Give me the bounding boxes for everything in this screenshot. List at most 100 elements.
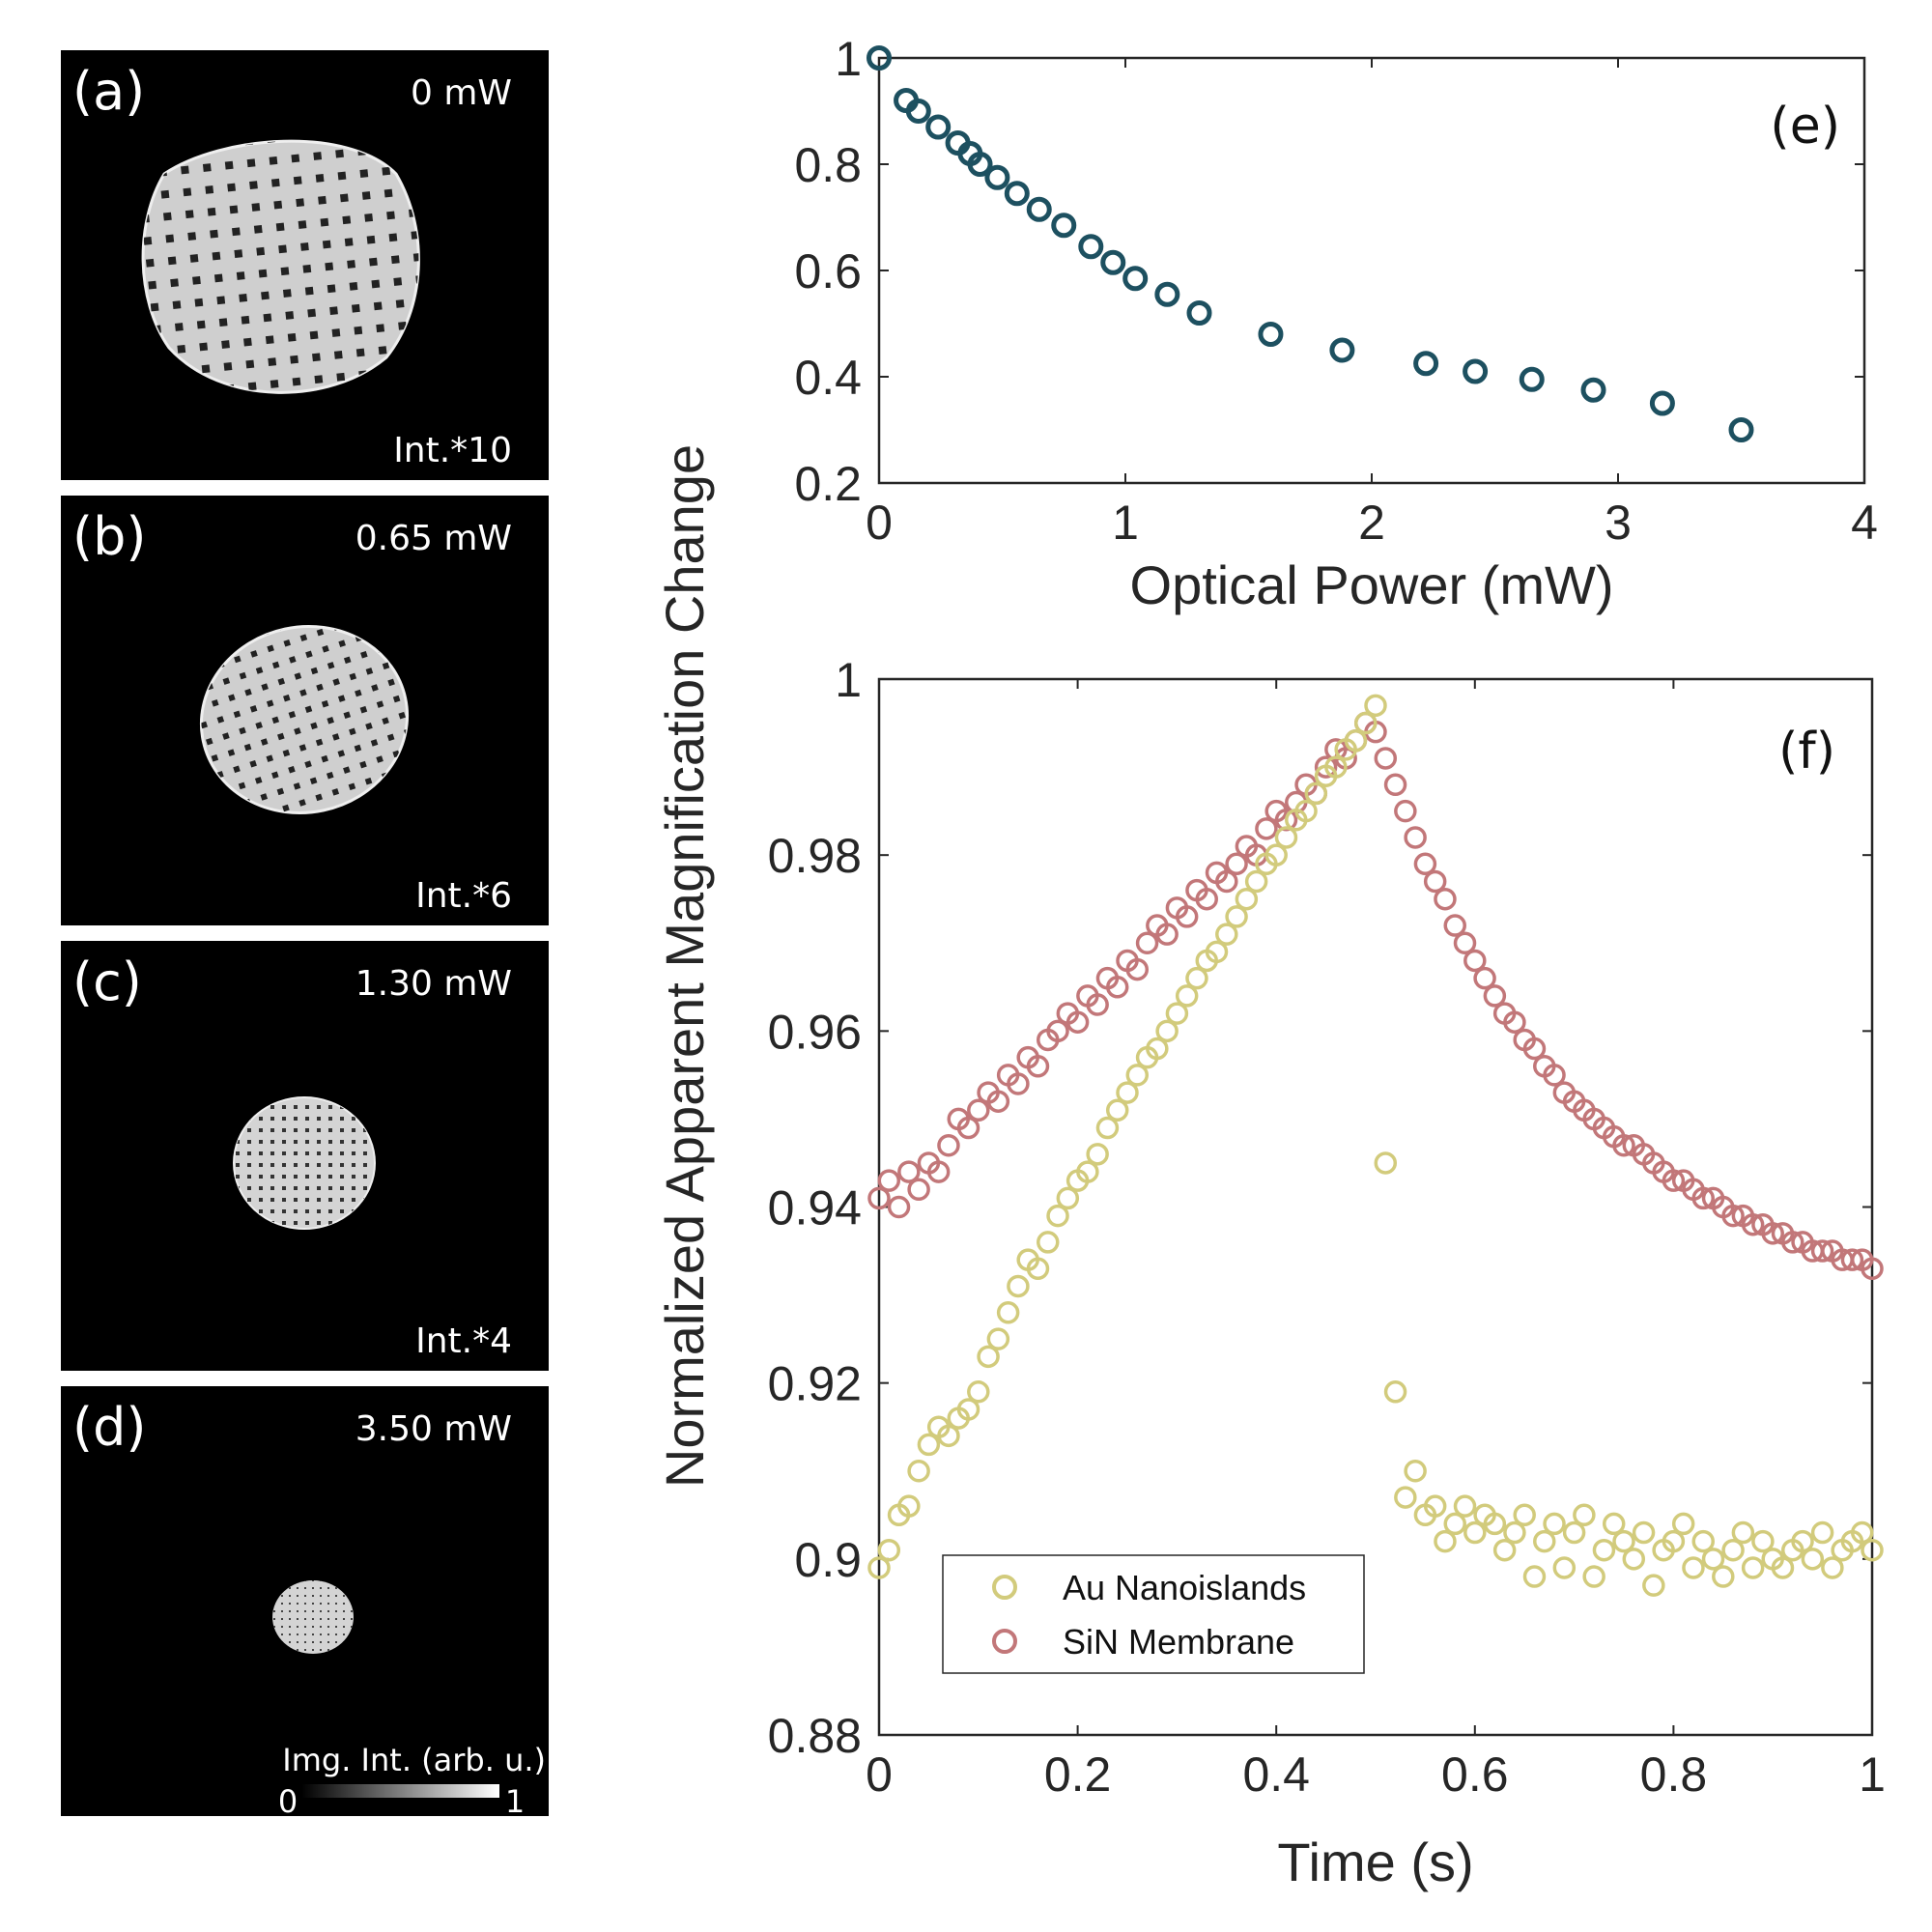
chart-panel-f: 0 0.2 0.4 0.6 0.8 1 0.88 0.9 0.92 0.94 0.96 0.98 1 (… [768, 653, 1886, 1892]
data-point-au [1374, 1151, 1398, 1175]
data-point-sin [1443, 914, 1466, 937]
data-point-sin [1394, 799, 1417, 823]
data-point-au [1056, 1186, 1080, 1210]
data-point-au [1632, 1520, 1656, 1545]
x-tick-label: 0 [866, 496, 893, 550]
data-point-au [1175, 984, 1199, 1008]
data-point-sin [1453, 931, 1477, 954]
data-point [1004, 181, 1030, 207]
power-label: 3.50 mW [355, 1409, 512, 1449]
data-point-sin [1274, 808, 1298, 832]
data-point-sin [1135, 931, 1159, 954]
legend-marker-au [992, 1575, 1017, 1600]
x-axis-label: Optical Power (mW) [1130, 554, 1614, 615]
data-point-sin [1105, 976, 1129, 999]
data-point-sin [1155, 923, 1179, 946]
data-point-au [1274, 826, 1298, 849]
plot-frame [877, 56, 1866, 485]
data-point-sin [1413, 852, 1437, 876]
data-point [1649, 390, 1675, 416]
data-point-au [1503, 1520, 1526, 1545]
data-point-au [1463, 1520, 1487, 1545]
data-point-sin [897, 1160, 921, 1183]
panel-tag: (f) [1778, 723, 1835, 781]
data-point-au [1712, 1565, 1735, 1588]
data-point [905, 99, 931, 124]
data-point-sin [1463, 949, 1487, 973]
data-point [1413, 351, 1439, 377]
data-point-au [1046, 1204, 1069, 1228]
chart-panel-e: 0 1 2 3 4 0.2 0.4 0.6 0.8 1 (e) Optical Power (mW… [794, 32, 1877, 615]
data-point [1186, 300, 1212, 326]
intensity-scale-label: Int.*10 [393, 431, 512, 470]
data-point-au [1215, 923, 1238, 946]
data-point-sin [1125, 957, 1150, 981]
data-point-sin [1781, 1231, 1804, 1254]
data-point-au [897, 1494, 921, 1518]
data-point-au [1125, 1064, 1150, 1087]
data-point-au [1691, 1529, 1715, 1553]
data-point-sin [1503, 1010, 1526, 1034]
colorbar-min: 0 [278, 1783, 298, 1820]
data-point-au [1146, 1037, 1169, 1061]
data-point-au [867, 1556, 891, 1579]
data-point-au [1244, 869, 1268, 894]
data-point-sin [1086, 993, 1109, 1016]
data-point [1580, 377, 1606, 403]
data-point-au [1076, 1160, 1099, 1183]
data-point-au [1492, 1538, 1517, 1562]
data-point-au [1513, 1503, 1536, 1527]
data-point-au [1235, 887, 1259, 911]
intensity-scale-label: Int.*6 [415, 876, 512, 916]
data-point-au [1394, 1486, 1417, 1509]
data-point-au [1434, 1529, 1457, 1553]
power-label: 1.30 mW [355, 964, 512, 1004]
data-point-sin [1522, 1037, 1547, 1061]
data-point-sin [1255, 817, 1278, 840]
data-point-sin [1761, 1222, 1784, 1245]
data-point-sin [1195, 887, 1218, 911]
data-point-au [1791, 1529, 1814, 1553]
data-point-au [1037, 1231, 1060, 1254]
data-point-au [877, 1538, 901, 1562]
data-point-sin [1046, 1019, 1069, 1043]
legend-label-au: Au Nanoislands [1063, 1568, 1306, 1607]
legend-label-sin: SiN Membrane [1063, 1622, 1294, 1662]
micrograph-tag: (d) [72, 1397, 146, 1458]
data-point-au [956, 1398, 980, 1421]
data-point-au [1850, 1520, 1874, 1545]
data-point-sin [1065, 1010, 1090, 1034]
x-axis-label: Time (s) [1277, 1832, 1473, 1892]
data-point-sin [1840, 1248, 1864, 1271]
data-point [1026, 196, 1052, 222]
legend: Au Nanoislands SiN Membrane [942, 1554, 1365, 1674]
y-tick-label: 0.8 [794, 138, 862, 192]
data-point-sin [1810, 1239, 1834, 1263]
data-point-au [1423, 1494, 1447, 1518]
x-tick-label: 0.2 [1044, 1747, 1112, 1802]
data-point-sin [1662, 1169, 1686, 1192]
data-point-sin [1691, 1186, 1715, 1210]
data-point-sin [1612, 1133, 1635, 1157]
data-point-au [1801, 1548, 1825, 1571]
data-point-au [1483, 1512, 1507, 1536]
data-point-sin [1543, 1064, 1566, 1087]
micrograph-tag: (c) [72, 952, 142, 1012]
y-tick-label: 0.98 [768, 829, 862, 883]
data-point-au [1522, 1565, 1547, 1588]
legend-box [942, 1554, 1365, 1674]
data-point-au [1105, 1098, 1129, 1122]
data-point-sin [986, 1090, 1010, 1113]
data-point-sin [956, 1116, 980, 1140]
data-point-sin [1225, 852, 1248, 876]
data-point-sin [1473, 966, 1496, 990]
data-point [1154, 281, 1180, 307]
data-point-au [1642, 1574, 1665, 1597]
data-point [967, 152, 993, 177]
colorbar: Img. Int. (arb. u.) 0 1 [278, 1742, 546, 1820]
data-point-au [1721, 1538, 1745, 1562]
micrograph-panel-c: (c) 1.30 mW Int.*4 [61, 941, 549, 1371]
x-tick-label: 1 [1859, 1747, 1886, 1802]
y-tick-label: 0.96 [768, 1005, 862, 1059]
data-point-sin [1404, 826, 1427, 849]
